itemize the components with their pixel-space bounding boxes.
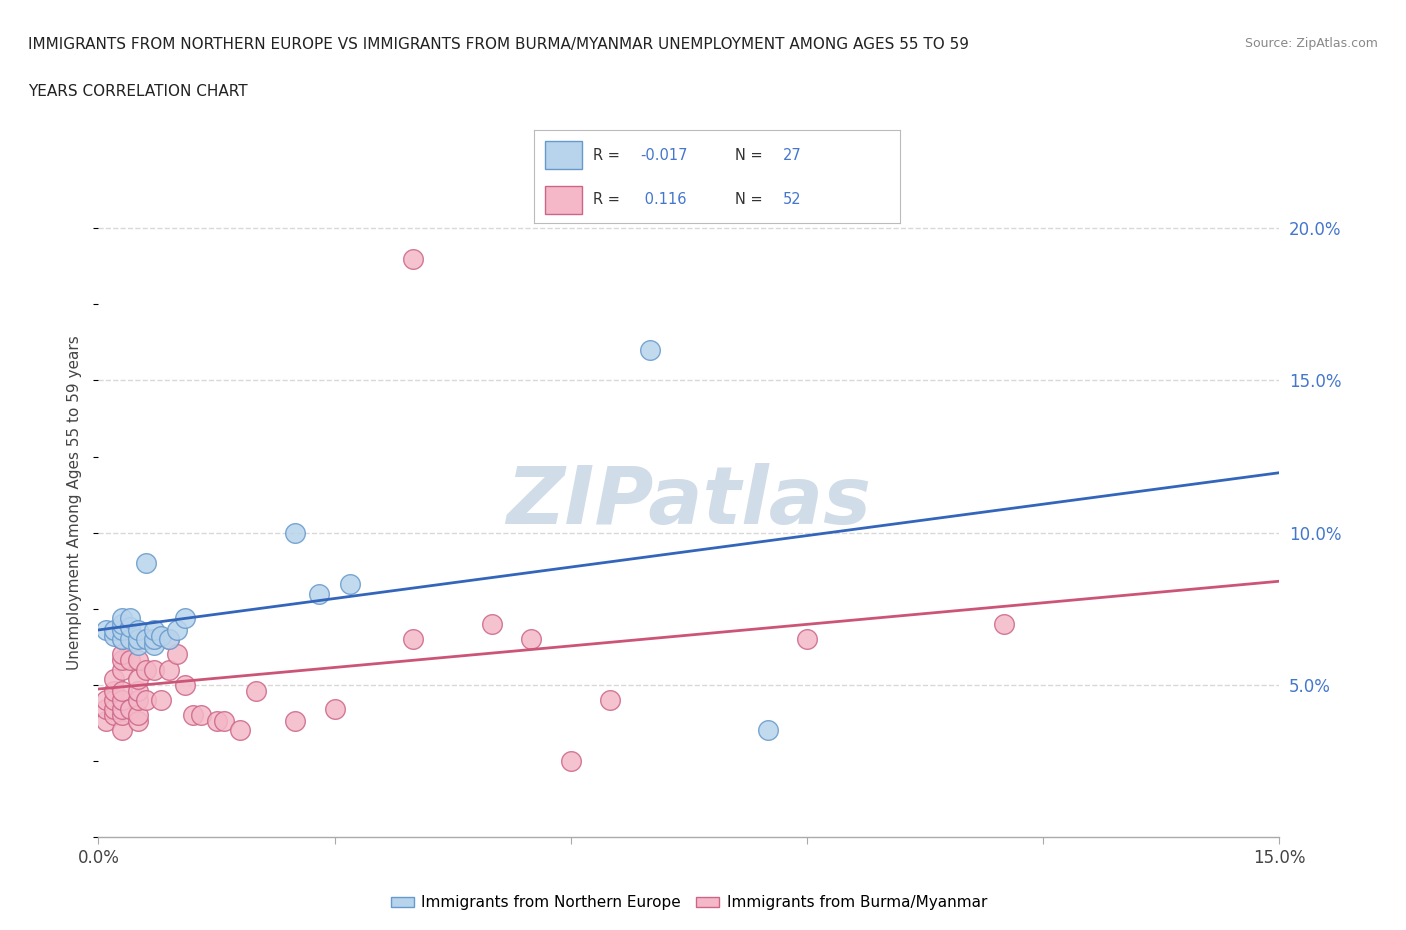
Point: [142, 638, 165, 653]
Point: [157, 662, 180, 677]
Point: [127, 631, 149, 646]
Point: [323, 702, 346, 717]
Point: [284, 525, 307, 540]
Point: [118, 622, 141, 637]
Point: [96, 622, 118, 637]
Point: [111, 693, 134, 708]
Point: [103, 629, 125, 644]
Point: [135, 631, 157, 646]
Point: [127, 671, 149, 686]
Point: [111, 631, 134, 646]
Text: N =: N =: [735, 193, 768, 207]
Text: R =: R =: [593, 193, 624, 207]
Point: [135, 631, 157, 646]
Point: [127, 708, 149, 723]
Point: [190, 708, 212, 723]
Point: [308, 586, 330, 601]
Point: [142, 622, 165, 637]
Point: [214, 714, 236, 729]
Point: [111, 617, 134, 631]
Point: [111, 610, 134, 625]
Point: [796, 631, 818, 646]
Point: [111, 702, 134, 717]
Point: [111, 622, 134, 637]
Point: [118, 619, 141, 634]
Point: [118, 702, 141, 717]
Point: [96, 702, 118, 717]
Point: [111, 631, 134, 646]
FancyBboxPatch shape: [546, 141, 582, 169]
Point: [157, 631, 180, 646]
Text: R =: R =: [593, 148, 624, 163]
Point: [118, 653, 141, 668]
Point: [599, 693, 621, 708]
Point: [638, 342, 661, 357]
Text: ZIPatlas: ZIPatlas: [506, 463, 872, 541]
Point: [402, 631, 425, 646]
Point: [135, 693, 157, 708]
Point: [111, 653, 134, 668]
Point: [135, 662, 157, 677]
Point: [118, 610, 141, 625]
Point: [174, 610, 197, 625]
Point: [174, 677, 197, 692]
Point: [993, 617, 1015, 631]
Point: [520, 631, 543, 646]
Point: [127, 684, 149, 698]
Text: -0.017: -0.017: [640, 148, 688, 163]
Point: [560, 753, 582, 768]
Text: IMMIGRANTS FROM NORTHERN EUROPE VS IMMIGRANTS FROM BURMA/MYANMAR UNEMPLOYMENT AM: IMMIGRANTS FROM NORTHERN EUROPE VS IMMIG…: [28, 37, 969, 52]
Point: [150, 629, 173, 644]
Point: [111, 723, 134, 737]
Point: [166, 647, 188, 662]
Point: [127, 693, 149, 708]
Point: [127, 714, 149, 729]
Point: [127, 638, 149, 653]
Text: Source: ZipAtlas.com: Source: ZipAtlas.com: [1244, 37, 1378, 50]
Point: [118, 631, 141, 646]
Point: [135, 555, 157, 570]
Point: [402, 251, 425, 266]
Point: [157, 631, 180, 646]
Point: [756, 723, 779, 737]
Point: [103, 684, 125, 698]
Point: [166, 622, 188, 637]
Point: [127, 653, 149, 668]
Point: [96, 693, 118, 708]
Text: 52: 52: [783, 193, 801, 207]
Point: [103, 708, 125, 723]
Point: [245, 684, 267, 698]
Point: [96, 714, 118, 729]
Point: [181, 708, 204, 723]
Point: [111, 684, 134, 698]
Legend: Immigrants from Northern Europe, Immigrants from Burma/Myanmar: Immigrants from Northern Europe, Immigra…: [385, 889, 993, 916]
Point: [205, 714, 228, 729]
Point: [229, 723, 252, 737]
Point: [103, 622, 125, 637]
Point: [284, 714, 307, 729]
Point: [111, 647, 134, 662]
Text: YEARS CORRELATION CHART: YEARS CORRELATION CHART: [28, 84, 247, 99]
Point: [142, 631, 165, 646]
Point: [103, 693, 125, 708]
Point: [111, 662, 134, 677]
Point: [150, 693, 173, 708]
Y-axis label: Unemployment Among Ages 55 to 59 years: Unemployment Among Ages 55 to 59 years: [67, 335, 83, 670]
Text: N =: N =: [735, 148, 768, 163]
Point: [481, 617, 503, 631]
Point: [111, 708, 134, 723]
Point: [103, 671, 125, 686]
FancyBboxPatch shape: [546, 186, 582, 214]
Point: [127, 622, 149, 637]
Point: [142, 662, 165, 677]
Point: [339, 577, 361, 591]
Point: [142, 631, 165, 646]
Text: 0.116: 0.116: [640, 193, 686, 207]
Point: [103, 702, 125, 717]
Text: 27: 27: [783, 148, 801, 163]
